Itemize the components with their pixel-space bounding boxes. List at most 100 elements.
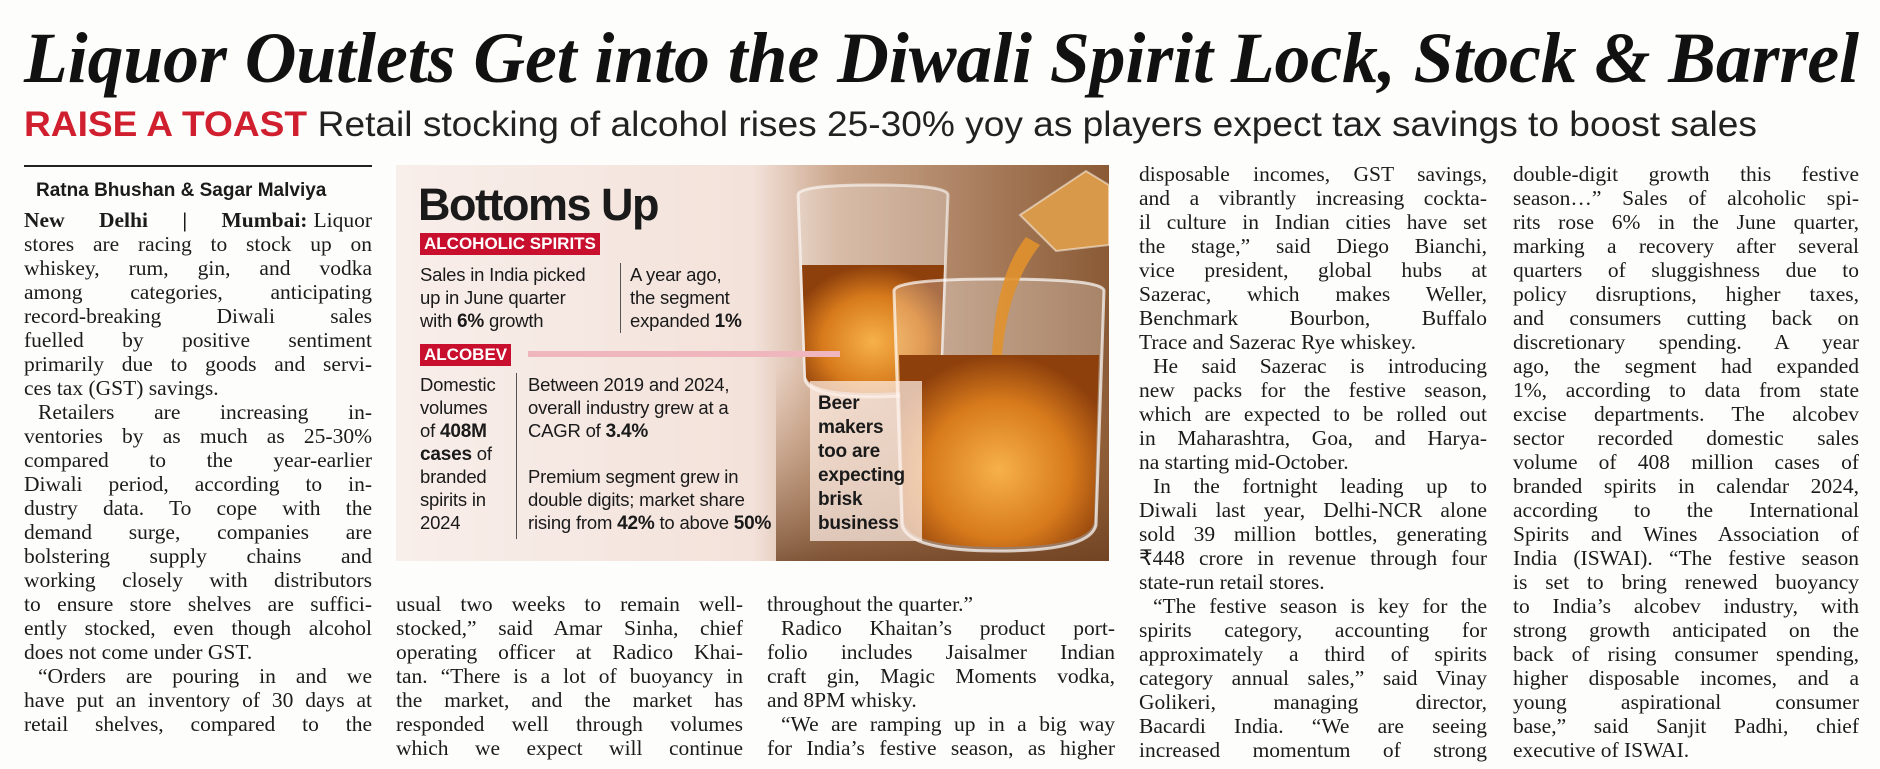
rule bbox=[24, 165, 372, 167]
info-line: makers bbox=[818, 415, 884, 439]
info-line: up in June quarter bbox=[420, 286, 566, 309]
text-line: Retailers are increasing in- bbox=[38, 400, 372, 424]
text-line: India (ISWAI). “The festive season bbox=[1513, 546, 1859, 570]
text-line: ventories by as much as 25-30% bbox=[24, 424, 372, 448]
text-line: and consumers cutting back on bbox=[1513, 306, 1859, 330]
info-text: double digits; market share bbox=[528, 489, 745, 510]
info-text: 50% bbox=[733, 513, 772, 534]
text-line: stocked,” said Amar Sinha, chief bbox=[396, 616, 743, 640]
text-line: strong growth anticipated on the bbox=[1513, 618, 1859, 642]
text-line: Diwali last year, Delhi-NCR alone bbox=[1139, 498, 1487, 522]
photo bbox=[396, 165, 1109, 561]
text-line: have put an inventory of 30 days at bbox=[24, 688, 372, 712]
text-line: na starting mid-October. bbox=[1139, 450, 1349, 474]
info-text: Domestic bbox=[420, 374, 496, 395]
text-line: stores are racing to stock up on bbox=[24, 232, 372, 256]
text-line: ago, the segment had expanded bbox=[1513, 354, 1859, 378]
text-line: throughout the quarter.” bbox=[767, 592, 973, 616]
headline: Liquor Outlets Get into the Diwali Spiri… bbox=[23, 18, 1859, 98]
text-line: record-breaking Diwali sales bbox=[24, 304, 372, 328]
text-line: “The festive season is key for the bbox=[1153, 594, 1487, 618]
text-line: policy disruptions, higher taxes, bbox=[1513, 282, 1859, 306]
text-line: discretionary spending. A year bbox=[1513, 330, 1859, 354]
info-text: to above bbox=[654, 512, 734, 533]
info-line: 2024 bbox=[420, 511, 461, 534]
text-line: executive of ISWAI. bbox=[1513, 738, 1690, 762]
text-line: Radico Khaitan’s product port- bbox=[781, 616, 1115, 640]
text-line: sector recorded domestic sales bbox=[1513, 426, 1859, 450]
text-line: sold 39 million bottles, generating bbox=[1139, 522, 1487, 546]
info-line: Beer bbox=[818, 391, 860, 415]
info-text: Between 2019 and 2024, bbox=[528, 374, 730, 395]
kicker: RAISE A TOAST bbox=[24, 105, 307, 144]
text-line: Golikeri, managing director, bbox=[1139, 690, 1487, 714]
dateline: New Delhi | Mumbai: bbox=[24, 208, 308, 232]
info-text: spirits in bbox=[420, 489, 486, 510]
text-line: in Maharashtra, Goa, and Harya- bbox=[1139, 426, 1487, 450]
info-line: rising from 42% to above 50% bbox=[528, 511, 771, 535]
info-text: 42% bbox=[617, 513, 655, 534]
info-line: business bbox=[818, 511, 899, 535]
text-line: whiskey, rum, gin, and vodka bbox=[24, 256, 372, 280]
text-line: for India’s festive season, as higher bbox=[767, 736, 1115, 760]
divider bbox=[620, 263, 621, 333]
info-line: overall industry grew at a bbox=[528, 396, 729, 419]
info-text: with bbox=[420, 310, 458, 331]
text-line: Diwali period, according to in- bbox=[24, 472, 372, 496]
text-line: and a vibrantly increasing cockta- bbox=[1139, 186, 1487, 210]
text-line: il culture in Indian cities have set bbox=[1139, 210, 1487, 234]
text-line: among categories, anticipating bbox=[24, 280, 372, 304]
text-line: tan. “There is a lot of buoyancy in bbox=[396, 664, 743, 688]
text-line: rits rose 6% in the June quarter, bbox=[1513, 210, 1859, 234]
text-line: vice president, global hubs at bbox=[1139, 258, 1487, 282]
info-line: brisk bbox=[818, 487, 863, 511]
text-line: dustry data. To cope with the bbox=[24, 496, 372, 520]
text-line: fuelled by positive sentiment bbox=[24, 328, 372, 352]
text-line: In the fortnight leading up to bbox=[1153, 474, 1487, 498]
info-text: expanded bbox=[630, 310, 715, 331]
info-text: too are bbox=[818, 441, 880, 462]
info-text: the segment bbox=[630, 287, 730, 308]
text-line: 1%, according to data from state bbox=[1513, 378, 1859, 402]
text-line: new packs for the festive season, bbox=[1139, 378, 1487, 402]
text-line: He said Sazerac is introducing bbox=[1153, 354, 1487, 378]
text-line: operating officer at Radico Khai- bbox=[396, 640, 743, 664]
text-line: “Orders are pouring in and we bbox=[38, 664, 372, 688]
text-line: working closely with distributors bbox=[24, 568, 372, 592]
info-text: up in June quarter bbox=[420, 287, 566, 308]
info-text: cases bbox=[420, 444, 472, 465]
text-line: to India’s alcobev industry, with bbox=[1513, 594, 1859, 618]
text-line: excise departments. The alcobev bbox=[1513, 402, 1859, 426]
divider bbox=[516, 373, 517, 539]
text-line: Spirits and Wines Association of bbox=[1513, 522, 1859, 546]
info-text: expecting bbox=[818, 465, 905, 486]
text-line: base,” said Sanjit Padhi, chief bbox=[1513, 714, 1859, 738]
info-text: Beer bbox=[818, 393, 860, 414]
text-line: double-digit growth this festive bbox=[1513, 162, 1859, 186]
info-line: A year ago, bbox=[630, 263, 722, 286]
info-text: overall industry grew at a bbox=[528, 397, 729, 418]
text-line: and 8PM whisky. bbox=[767, 688, 917, 712]
info-line: double digits; market share bbox=[528, 488, 745, 511]
text-line: retail shelves, compared to the bbox=[24, 712, 372, 736]
info-text: 1% bbox=[714, 311, 742, 332]
text-line: branded spirits in calendar 2024, bbox=[1513, 474, 1859, 498]
info-text: branded bbox=[420, 466, 487, 487]
text-line: the stage,” said Diego Bianchi, bbox=[1139, 234, 1487, 258]
info-text: rising from bbox=[528, 512, 618, 533]
deck-line: RAISE A TOAST Retail stocking of alcohol … bbox=[24, 105, 1757, 144]
text-line: responded well through volumes bbox=[396, 712, 743, 736]
text-line: young aspirational consumer bbox=[1513, 690, 1859, 714]
info-text: 6% bbox=[457, 311, 485, 332]
text-line: back of rising consumer spending, bbox=[1513, 642, 1859, 666]
info-line: volumes bbox=[420, 396, 488, 419]
info-text: of bbox=[471, 443, 492, 464]
info-line: cases of bbox=[420, 442, 492, 466]
info-line: too are bbox=[818, 439, 880, 463]
section-label: ALCOBEV bbox=[420, 344, 512, 366]
info-line: branded bbox=[420, 465, 487, 488]
beer-panel bbox=[810, 381, 922, 541]
text-line: higher disposable incomes, and a bbox=[1513, 666, 1859, 690]
text-line: folio includes Jaisalmer Indian bbox=[767, 640, 1115, 664]
text-line: increased momentum of strong bbox=[1139, 738, 1487, 762]
